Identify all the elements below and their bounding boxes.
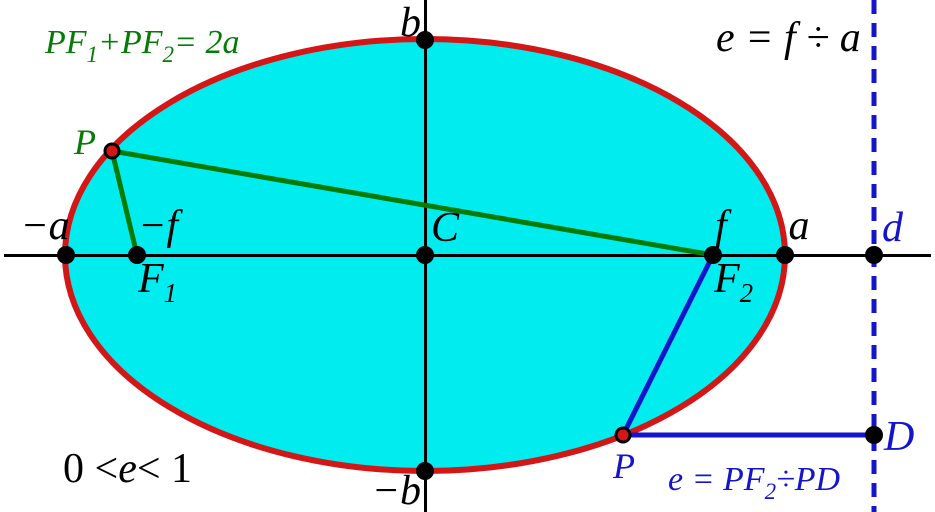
directrix-d-dot (865, 426, 883, 444)
segment-f2-to-p (620, 253, 716, 437)
label-a: a (789, 203, 810, 249)
formula-eccentricity-range: 0 <e< 1 (63, 446, 192, 492)
label-f1: F1 (137, 256, 177, 308)
segment-p-to-f2 (111, 148, 714, 258)
focus1-dot (128, 246, 146, 264)
point-p-upper-dot (103, 142, 121, 160)
focus2-dot (704, 246, 722, 264)
formula-eccentricity-directrix: e = PF2÷PD (668, 461, 841, 504)
segment-p-to-f1 (109, 150, 140, 256)
top-vertex-dot (416, 31, 434, 49)
center-dot (416, 246, 434, 264)
bottom-vertex-dot (416, 462, 434, 480)
label-neg-f: −f (138, 203, 183, 249)
left-vertex-dot (57, 246, 75, 264)
label-d: d (882, 205, 904, 251)
right-vertex-dot (776, 246, 794, 264)
formula-focal-sum: PF1+PF2= 2a (44, 24, 239, 67)
label-b: b (400, 0, 421, 46)
label-p-upper: P (73, 122, 96, 162)
label-d-point: D (883, 414, 914, 460)
label-neg-b: −b (372, 468, 421, 512)
label-p-lower: P (612, 446, 635, 486)
label-f2: F2 (713, 256, 753, 308)
directrix-axis-dot (865, 246, 883, 264)
label-neg-a: −a (20, 203, 69, 249)
label-c: C (431, 205, 460, 251)
formula-eccentricity-focus: e = f ÷ a (716, 15, 861, 61)
point-p-lower-dot (614, 426, 632, 444)
